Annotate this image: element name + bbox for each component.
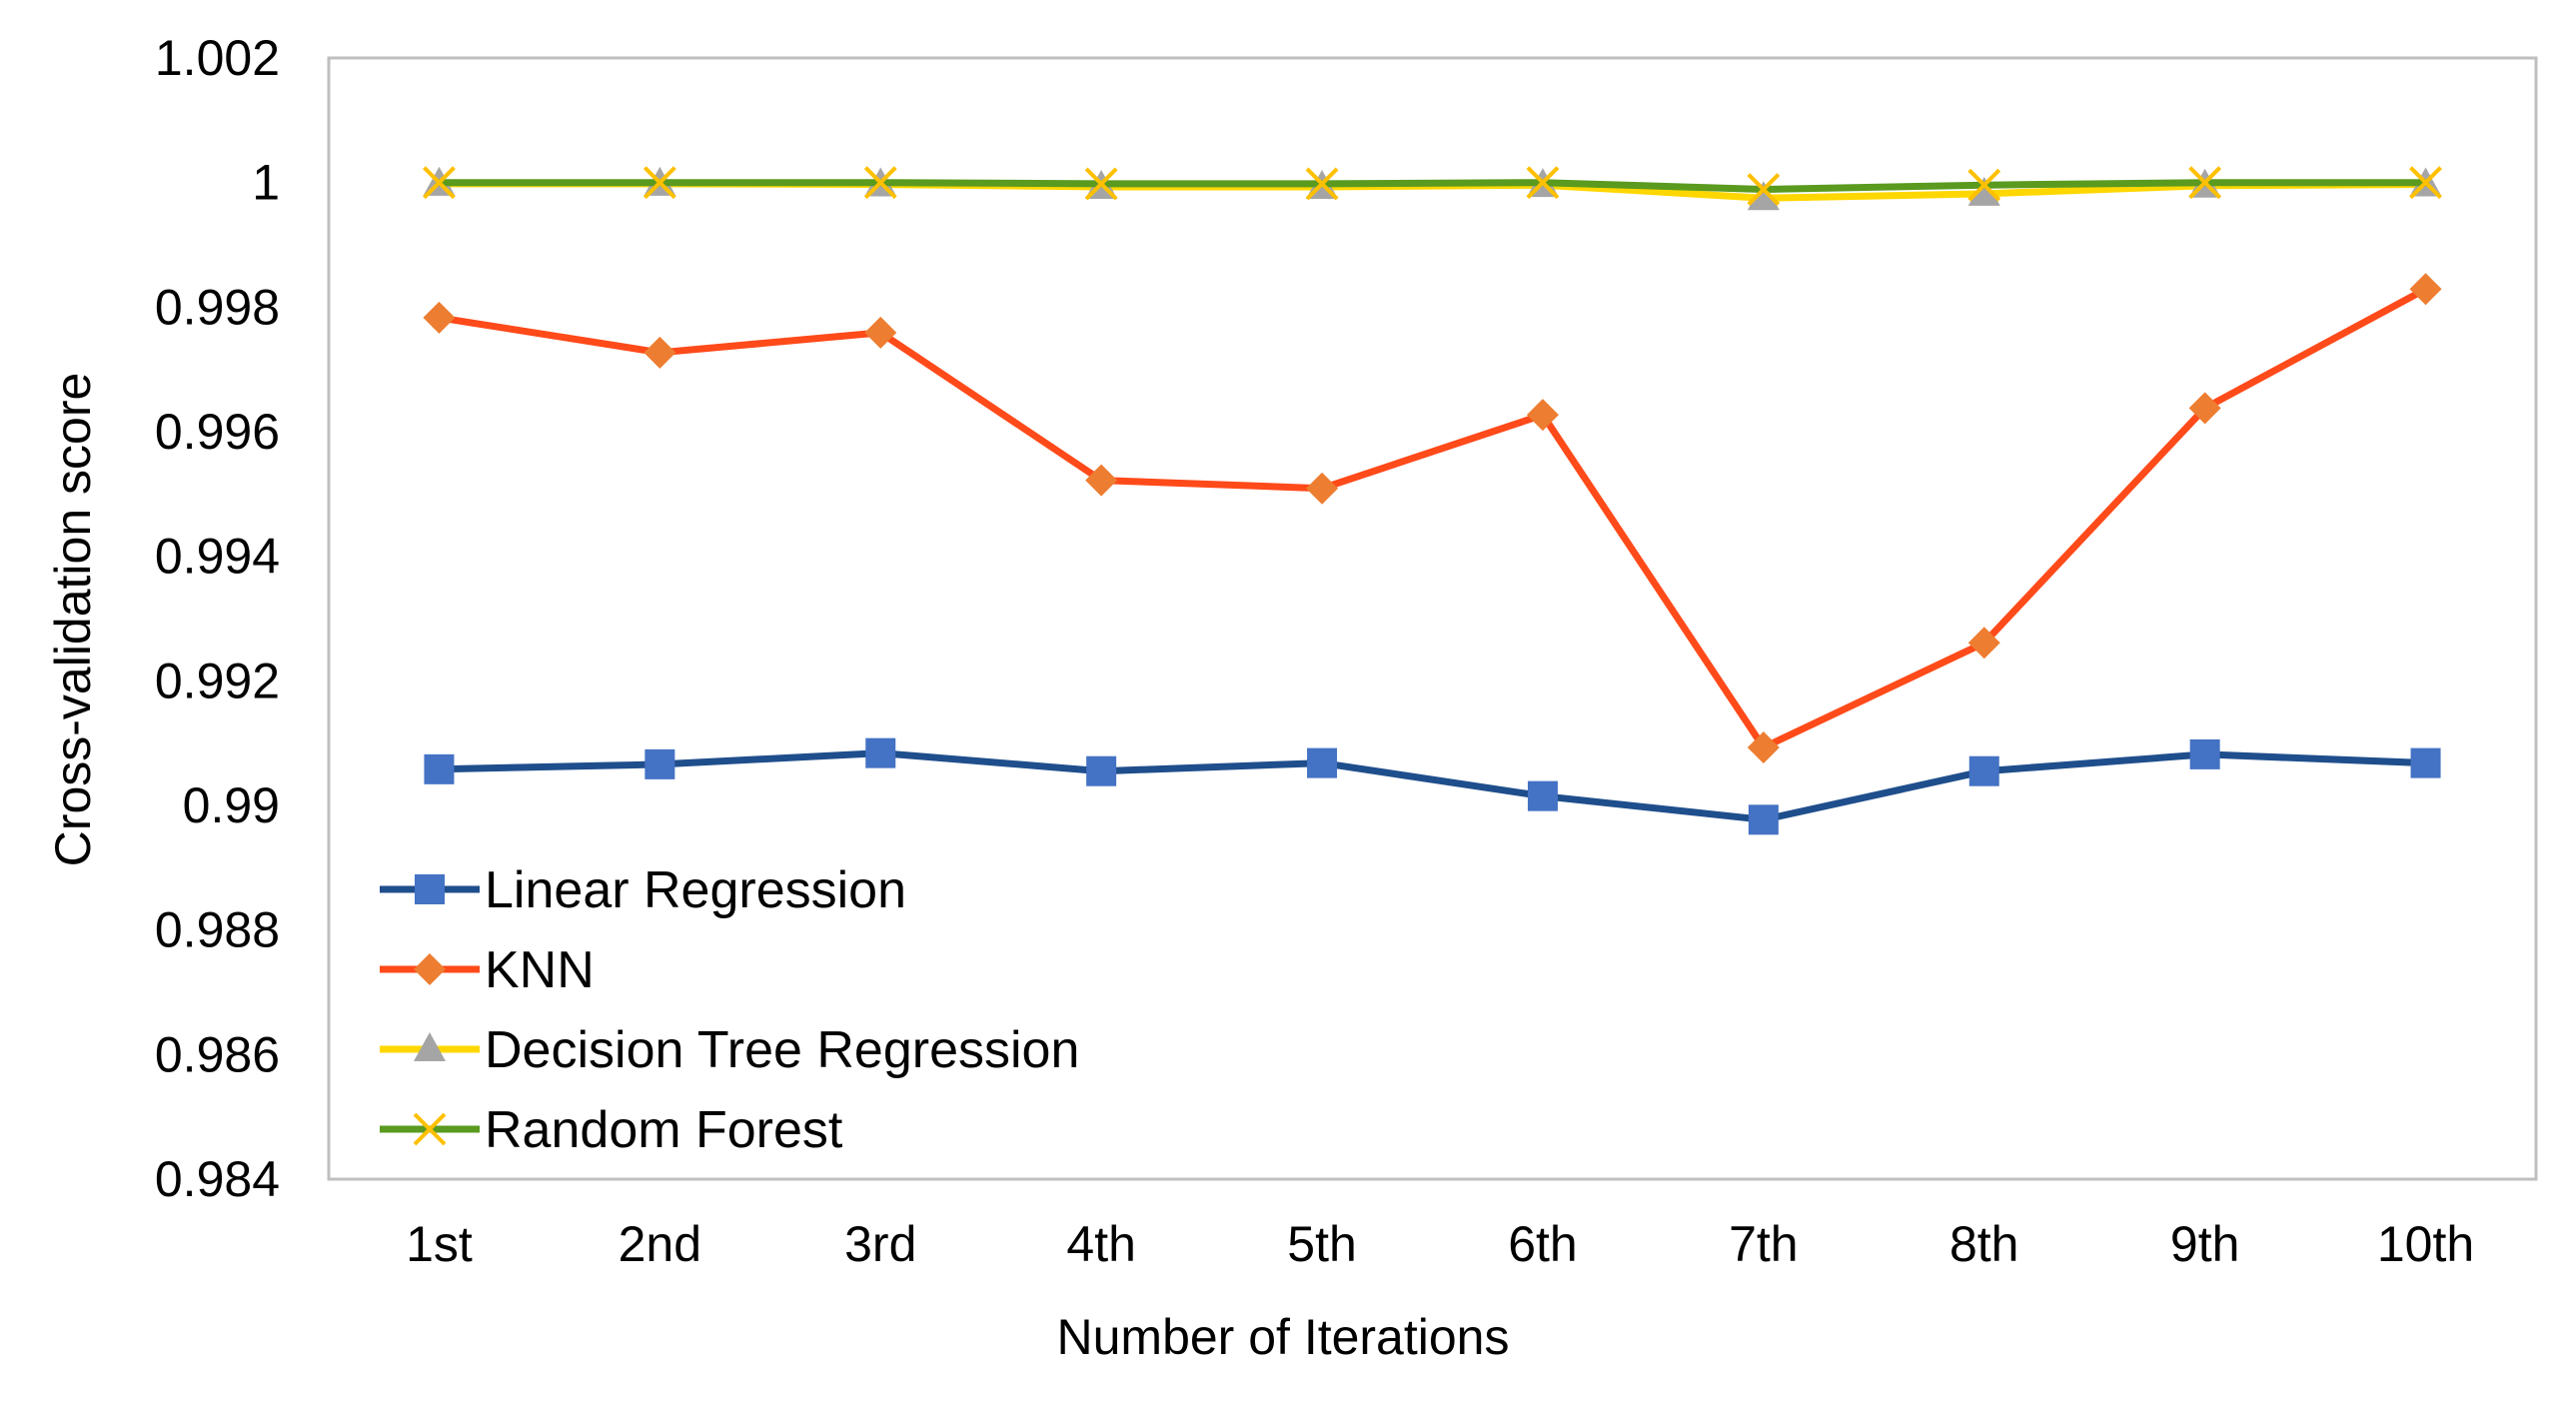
y-tick-label: 0.992 [155, 653, 280, 708]
data-point [863, 166, 897, 200]
data-point [1307, 747, 1338, 778]
y-tick-label: 0.984 [155, 1151, 280, 1207]
data-point [644, 748, 675, 779]
legend-label: Random Forest [485, 1101, 843, 1159]
legend: Linear Regression KNN Decision Tree Regres… [380, 861, 1079, 1159]
legend-marker [414, 953, 446, 985]
data-point [1526, 399, 1559, 432]
x-tick-label: 6th [1508, 1216, 1578, 1272]
y-tick-label: 1.002 [155, 30, 280, 86]
legend-marker [414, 1032, 446, 1061]
series-random-forest [423, 166, 2442, 206]
plot-area [327, 56, 2538, 1181]
data-point [1747, 731, 1780, 764]
y-tick-label: 0.998 [155, 279, 280, 335]
y-tick-label: 0.996 [155, 404, 280, 460]
data-point [2409, 166, 2442, 200]
data-point [423, 166, 456, 200]
series-line [435, 179, 2430, 193]
data-point [423, 301, 456, 334]
x-tick-label: 1st [406, 1216, 473, 1272]
data-point [1526, 166, 1560, 200]
data-point [644, 336, 676, 369]
y-tick-label: 0.99 [183, 777, 280, 833]
data-point [2409, 273, 2442, 306]
series-knn [423, 273, 2442, 764]
x-tick-label: 10th [2377, 1216, 2474, 1272]
series-line [435, 285, 2430, 751]
x-tick-label: 7th [1729, 1216, 1799, 1272]
legend-item: Random Forest [380, 1101, 843, 1159]
x-tick-label: 3rd [844, 1216, 916, 1272]
legend-item: Decision Tree Regression [380, 1021, 1079, 1079]
data-point [2189, 738, 2220, 769]
data-point [1968, 755, 1999, 786]
data-point [643, 166, 676, 200]
series-line [435, 749, 2430, 823]
data-point [1747, 181, 1780, 211]
data-point [1527, 780, 1558, 811]
x-tick-label: 4th [1066, 1216, 1136, 1272]
data-point [1967, 176, 2000, 206]
data-point [1084, 167, 1118, 201]
series-layer [423, 166, 2442, 835]
series-linear-regression [424, 737, 2441, 835]
data-point [2188, 392, 2221, 425]
x-tick-label: 2nd [619, 1216, 701, 1272]
data-point [865, 737, 896, 768]
x-tick-label: 9th [2170, 1216, 2240, 1272]
y-axis-title: Cross-validation score [45, 373, 101, 867]
data-point [1967, 627, 2000, 660]
y-tick-label: 0.986 [155, 1026, 280, 1082]
x-axis-title: Number of Iterations [1057, 1309, 1510, 1365]
data-point [1306, 472, 1339, 505]
data-point [864, 316, 897, 349]
legend-marker [415, 874, 445, 904]
data-point [1086, 755, 1117, 786]
data-point [1967, 168, 2001, 202]
legend-item: KNN [380, 941, 595, 999]
legend-label: KNN [485, 941, 595, 999]
x-axis-ticks: 1st 2nd 3rd 4th 5th 6th 7th 8th 9th 10th [406, 1216, 2474, 1272]
legend-marker [413, 1112, 447, 1146]
y-tick-label: 0.988 [155, 902, 280, 958]
data-point [1747, 173, 1781, 206]
x-tick-label: 8th [1949, 1216, 2019, 1272]
data-point [424, 753, 455, 784]
legend-item: Linear Regression [380, 861, 906, 919]
legend-label: Linear Regression [485, 861, 906, 919]
x-tick-label: 5th [1287, 1216, 1357, 1272]
data-point [2410, 747, 2441, 778]
legend-label: Decision Tree Regression [485, 1021, 1079, 1079]
data-point [1748, 804, 1779, 835]
y-tick-label: 0.994 [155, 529, 280, 585]
data-point [1305, 167, 1339, 201]
data-point [1085, 464, 1118, 497]
data-point [2188, 166, 2222, 200]
y-tick-label: 1 [252, 155, 280, 211]
y-axis-ticks: 0.984 0.986 0.988 0.99 0.992 0.994 0.996 0.998 1… [155, 30, 280, 1207]
